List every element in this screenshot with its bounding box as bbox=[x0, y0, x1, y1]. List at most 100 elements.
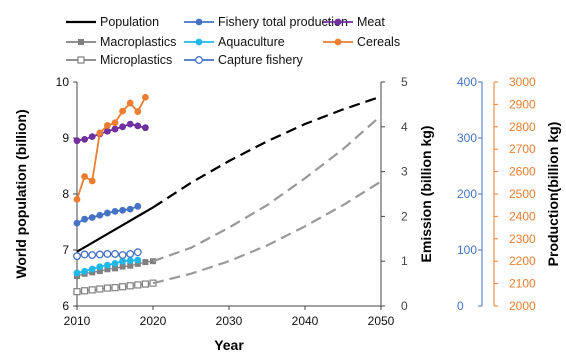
series-population_projection bbox=[152, 95, 382, 209]
macroplastics-point bbox=[134, 260, 141, 267]
population_projection-line bbox=[152, 95, 382, 209]
production-axis-tick-label: 2000 bbox=[509, 299, 536, 313]
production-axis-title: Production(billion kg) bbox=[545, 122, 561, 267]
production-axis-tick-label: 2400 bbox=[509, 209, 536, 223]
series-fishery_total bbox=[73, 202, 142, 227]
aquaculture-point bbox=[134, 256, 142, 264]
legend: Population Fishery total production Meat Ma… bbox=[66, 15, 400, 67]
meat-line bbox=[76, 123, 146, 142]
meat-point bbox=[104, 127, 111, 135]
legend-label: Cereals bbox=[357, 35, 400, 49]
legend-label: Microplastics bbox=[100, 53, 172, 67]
left-axis-tick-label: 8 bbox=[62, 187, 69, 201]
cereals-point bbox=[134, 108, 142, 115]
production-axis-tick-label: 2500 bbox=[509, 187, 536, 201]
legend-swatch-marker bbox=[195, 38, 203, 46]
aquaculture-point bbox=[88, 265, 96, 273]
capture_fishery-point bbox=[73, 252, 81, 261]
meat-point bbox=[81, 135, 88, 143]
production-axis-tick-label: 3000 bbox=[509, 75, 536, 89]
production-axis-tick-label: 2200 bbox=[509, 254, 536, 268]
aquaculture-point bbox=[104, 261, 111, 269]
microplastics-point bbox=[126, 282, 134, 290]
legend-swatch-marker bbox=[334, 18, 342, 26]
meat-point bbox=[126, 120, 134, 128]
emission-axis-tick-label: 5 bbox=[401, 75, 408, 89]
legend-item-fishery_total: Fishery total production bbox=[184, 15, 348, 29]
emission-axis-tick-label: 3 bbox=[401, 165, 408, 179]
x-axis-tick-label: 2010 bbox=[64, 314, 91, 328]
legend-item-population: Population bbox=[66, 15, 159, 29]
fishery-axis-tick-label: 200 bbox=[457, 187, 477, 201]
x-axis-title: Year bbox=[214, 337, 244, 353]
left-axis-title: World population (billion) bbox=[13, 109, 29, 278]
fishery_total-point bbox=[73, 219, 81, 227]
series-capture_fishery bbox=[73, 248, 142, 261]
production-axis-tick-label: 2800 bbox=[509, 120, 536, 134]
aquaculture-point bbox=[81, 267, 88, 275]
legend-label: Population bbox=[100, 15, 159, 29]
legend-item-microplastics: Microplastics bbox=[66, 53, 172, 67]
production-axis-tick-label: 2300 bbox=[509, 232, 536, 246]
series-cereals bbox=[73, 93, 149, 203]
legend-swatch-marker bbox=[77, 56, 85, 64]
fishery-axis-tick-label: 400 bbox=[457, 75, 477, 89]
macroplastics-point bbox=[104, 266, 111, 273]
cereals-point bbox=[142, 93, 149, 101]
capture_fishery-point bbox=[80, 250, 89, 259]
left-axis-tick-label: 6 bbox=[62, 299, 69, 313]
macroplastics-point bbox=[142, 259, 149, 266]
fishery-axis-tick-label: 100 bbox=[457, 243, 477, 257]
capture_fishery-point bbox=[103, 249, 112, 258]
cereals-point bbox=[119, 107, 126, 115]
aquaculture-point bbox=[111, 260, 119, 267]
aquaculture-point bbox=[126, 257, 134, 265]
capture_fishery-point bbox=[126, 249, 135, 258]
aquaculture-point bbox=[96, 263, 104, 271]
legend-swatch-marker bbox=[78, 39, 84, 45]
series-microplastics_projection bbox=[152, 180, 382, 285]
fishery_total-point bbox=[134, 202, 142, 210]
series-aquaculture bbox=[73, 256, 142, 277]
legend-item-meat: Meat bbox=[323, 15, 385, 29]
left-axis-tick-label: 10 bbox=[56, 75, 70, 89]
production-axis-tick-label: 2700 bbox=[509, 142, 536, 156]
meat-point bbox=[88, 133, 96, 141]
meat-point bbox=[134, 122, 142, 130]
fishery-axis-tick-label: 0 bbox=[457, 299, 464, 313]
meat-point bbox=[111, 125, 119, 133]
macroplastics-point bbox=[127, 262, 134, 269]
microplastics_projection-line bbox=[152, 180, 382, 285]
microplastics-point bbox=[96, 285, 104, 293]
population-line bbox=[76, 206, 154, 253]
x-axis-tick-label: 2040 bbox=[292, 314, 319, 328]
legend-swatch-marker bbox=[334, 38, 342, 46]
x-axis-tick-label: 2050 bbox=[368, 314, 395, 328]
macroplastics-point bbox=[112, 265, 118, 272]
left-axis-tick-label: 7 bbox=[62, 243, 69, 257]
series-meat bbox=[73, 120, 149, 145]
cereals-point bbox=[88, 177, 96, 185]
macroplastics-point bbox=[119, 263, 126, 270]
legend-label: Macroplastics bbox=[100, 35, 176, 49]
legend-item-aquaculture: Aquaculture bbox=[184, 35, 285, 49]
capture_fishery-point bbox=[88, 251, 97, 259]
fishery_total-point bbox=[126, 205, 134, 213]
capture_fishery-point bbox=[118, 251, 127, 259]
cereals-point bbox=[111, 119, 119, 127]
legend-swatch-marker bbox=[195, 18, 203, 26]
meat-point bbox=[73, 137, 81, 145]
microplastics-point bbox=[141, 280, 149, 288]
production-axis-tick-label: 2900 bbox=[509, 97, 536, 111]
left-axis-tick-label: 9 bbox=[62, 131, 69, 145]
emission-axis-tick-label: 1 bbox=[401, 254, 408, 268]
legend-item-cereals: Cereals bbox=[323, 35, 400, 49]
cereals-line bbox=[76, 96, 147, 200]
microplastics-point bbox=[73, 288, 81, 296]
emission-axis-title: Emission (billion kg) bbox=[418, 126, 434, 263]
cereals-point bbox=[104, 122, 111, 129]
fishery_total-point bbox=[119, 206, 126, 214]
microplastics-point bbox=[134, 281, 142, 289]
